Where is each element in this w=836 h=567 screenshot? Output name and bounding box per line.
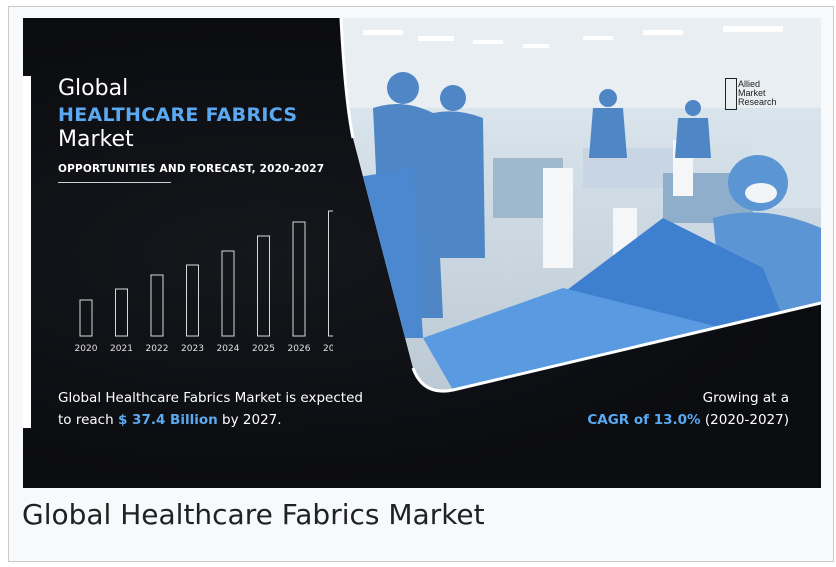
subtitle-underline xyxy=(58,182,171,183)
factory-photo xyxy=(339,18,821,393)
tick-label-2020: 2020 xyxy=(75,344,98,354)
title-market: Market xyxy=(58,127,134,152)
tick-label-2021: 2021 xyxy=(110,344,133,354)
expectation-text-line2: to reach $ 37.4 Billion by 2027. xyxy=(58,412,282,428)
expectation-suffix: by 2027. xyxy=(217,412,282,428)
bar-2022 xyxy=(150,274,164,337)
subtitle-forecast: OPPORTUNITIES AND FORECAST, 2020-2027 xyxy=(58,163,325,175)
growth-text-line2: CAGR of 13.0% (2020-2027) xyxy=(587,412,789,428)
logo-word-2: Market xyxy=(738,88,766,98)
figure-caption: Global Healthcare Fabrics Market xyxy=(22,498,485,531)
title-healthcare-fabrics: HEALTHCARE FABRICS xyxy=(58,104,298,126)
tick-label-2023: 2023 xyxy=(181,344,204,354)
bar-2024 xyxy=(221,250,235,337)
bar-2026 xyxy=(292,221,306,337)
bar-2027 xyxy=(328,210,333,337)
tick-label-2027: 2027 xyxy=(323,344,333,354)
growth-text-line1: Growing at a xyxy=(702,390,789,406)
allied-market-research-logo: Allied Market Research xyxy=(725,78,795,110)
title-global: Global xyxy=(58,76,129,101)
tick-label-2026: 2026 xyxy=(288,344,311,354)
left-accent-bar xyxy=(23,76,31,428)
tick-label-2022: 2022 xyxy=(146,344,169,354)
tick-label-2024: 2024 xyxy=(217,344,240,354)
bar-chart: 2020 2021 2022 2023 2024 2025 2026 2027 xyxy=(75,210,333,354)
bar-2025 xyxy=(257,235,270,337)
cagr-highlight: CAGR of 13.0% xyxy=(587,412,701,428)
expectation-text-line1: Global Healthcare Fabrics Market is expe… xyxy=(58,390,363,406)
cagr-period: (2020-2027) xyxy=(700,412,789,428)
expectation-prefix: to reach xyxy=(58,412,118,428)
tick-label-2025: 2025 xyxy=(252,344,275,354)
bar-2021 xyxy=(115,288,128,337)
logo-mark xyxy=(725,78,737,110)
logo-word-1: Allied xyxy=(738,79,761,89)
market-value-highlight: $ 37.4 Billion xyxy=(117,412,218,428)
bar-2020 xyxy=(79,299,93,337)
infographic-banner: Allied Market Research Global HEALTHCARE… xyxy=(23,18,821,488)
logo-word-3: Research xyxy=(738,97,777,107)
bar-2023 xyxy=(186,264,199,337)
